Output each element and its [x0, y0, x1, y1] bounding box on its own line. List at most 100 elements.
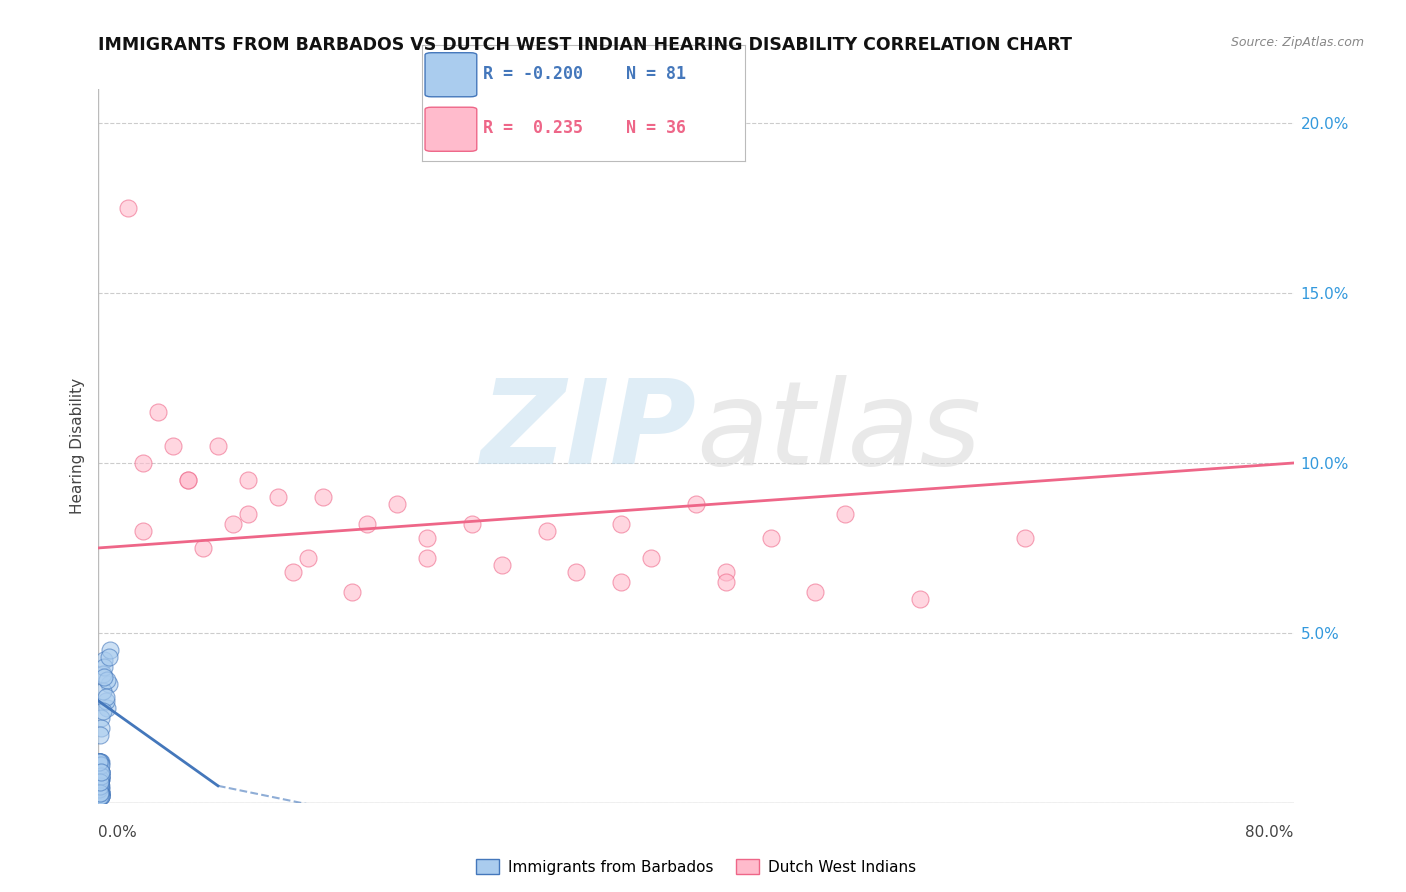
Point: [89, 779, 111, 793]
Point: [90, 789, 112, 803]
Text: N = 81: N = 81: [626, 65, 686, 83]
Point: [90, 769, 112, 783]
Point: [177, 473, 200, 487]
Point: [90, 786, 112, 800]
Point: [89, 789, 111, 803]
Text: R =  0.235: R = 0.235: [484, 119, 583, 136]
Point: [610, 574, 633, 589]
Point: [89, 772, 111, 786]
Point: [93, 670, 115, 684]
Point: [90, 772, 112, 786]
Point: [89, 765, 111, 780]
Point: [89, 755, 111, 769]
Point: [90, 765, 112, 780]
Point: [97, 649, 120, 664]
Y-axis label: Hearing Disability: Hearing Disability: [70, 378, 86, 514]
Point: [89, 775, 111, 789]
Point: [804, 585, 827, 599]
Point: [89, 758, 111, 772]
Point: [207, 439, 229, 453]
Point: [89, 775, 111, 789]
Point: [89, 775, 111, 789]
Point: [89, 772, 111, 786]
Point: [89, 775, 111, 789]
Point: [89, 782, 111, 797]
Point: [90, 765, 112, 780]
Point: [89, 758, 111, 772]
Point: [89, 758, 111, 772]
Point: [89, 769, 111, 783]
Point: [759, 531, 782, 545]
Point: [89, 782, 111, 797]
Point: [89, 782, 111, 797]
Point: [356, 517, 378, 532]
Text: 80.0%: 80.0%: [1246, 825, 1294, 840]
Point: [311, 490, 333, 504]
Point: [536, 524, 558, 538]
Point: [89, 755, 111, 769]
Point: [96, 700, 118, 714]
Text: atlas: atlas: [696, 375, 981, 489]
Point: [89, 765, 111, 780]
Point: [281, 565, 304, 579]
Point: [89, 779, 111, 793]
Text: R = -0.200: R = -0.200: [484, 65, 583, 83]
Point: [90, 711, 112, 725]
Point: [222, 517, 245, 532]
Point: [461, 517, 484, 532]
Point: [117, 201, 139, 215]
Point: [610, 517, 633, 532]
Point: [89, 769, 111, 783]
Point: [162, 439, 184, 453]
Point: [90, 765, 112, 780]
Point: [416, 551, 439, 566]
Point: [1014, 531, 1036, 545]
Text: Source: ZipAtlas.com: Source: ZipAtlas.com: [1230, 36, 1364, 49]
Point: [236, 473, 259, 487]
Point: [89, 758, 111, 772]
Point: [90, 769, 112, 783]
Point: [90, 789, 112, 803]
Point: [89, 758, 111, 772]
Point: [97, 677, 120, 691]
Point: [640, 551, 662, 566]
Point: [89, 779, 111, 793]
Point: [93, 660, 115, 674]
Point: [93, 653, 115, 667]
Point: [90, 786, 112, 800]
Point: [236, 507, 259, 521]
Text: 0.0%: 0.0%: [98, 825, 138, 840]
Point: [565, 565, 588, 579]
Point: [89, 786, 111, 800]
Point: [89, 755, 111, 769]
Point: [90, 721, 112, 735]
Point: [89, 786, 111, 800]
Point: [297, 551, 319, 566]
Point: [89, 769, 111, 783]
Point: [342, 585, 364, 599]
Point: [89, 782, 111, 797]
Point: [89, 758, 111, 772]
Point: [89, 786, 111, 800]
Point: [91, 666, 114, 681]
Point: [90, 772, 112, 786]
Point: [685, 497, 707, 511]
Point: [89, 779, 111, 793]
Point: [89, 782, 111, 797]
Point: [132, 456, 155, 470]
FancyBboxPatch shape: [425, 53, 477, 97]
Point: [94, 694, 117, 708]
Point: [89, 782, 111, 797]
Point: [90, 789, 112, 803]
Text: ZIP: ZIP: [479, 375, 696, 489]
Point: [385, 497, 409, 511]
Point: [89, 775, 111, 789]
Point: [89, 755, 111, 769]
Point: [416, 531, 439, 545]
Point: [177, 473, 200, 487]
Point: [834, 507, 856, 521]
Point: [90, 786, 112, 800]
Point: [89, 728, 111, 742]
Point: [91, 683, 114, 698]
Point: [714, 565, 737, 579]
